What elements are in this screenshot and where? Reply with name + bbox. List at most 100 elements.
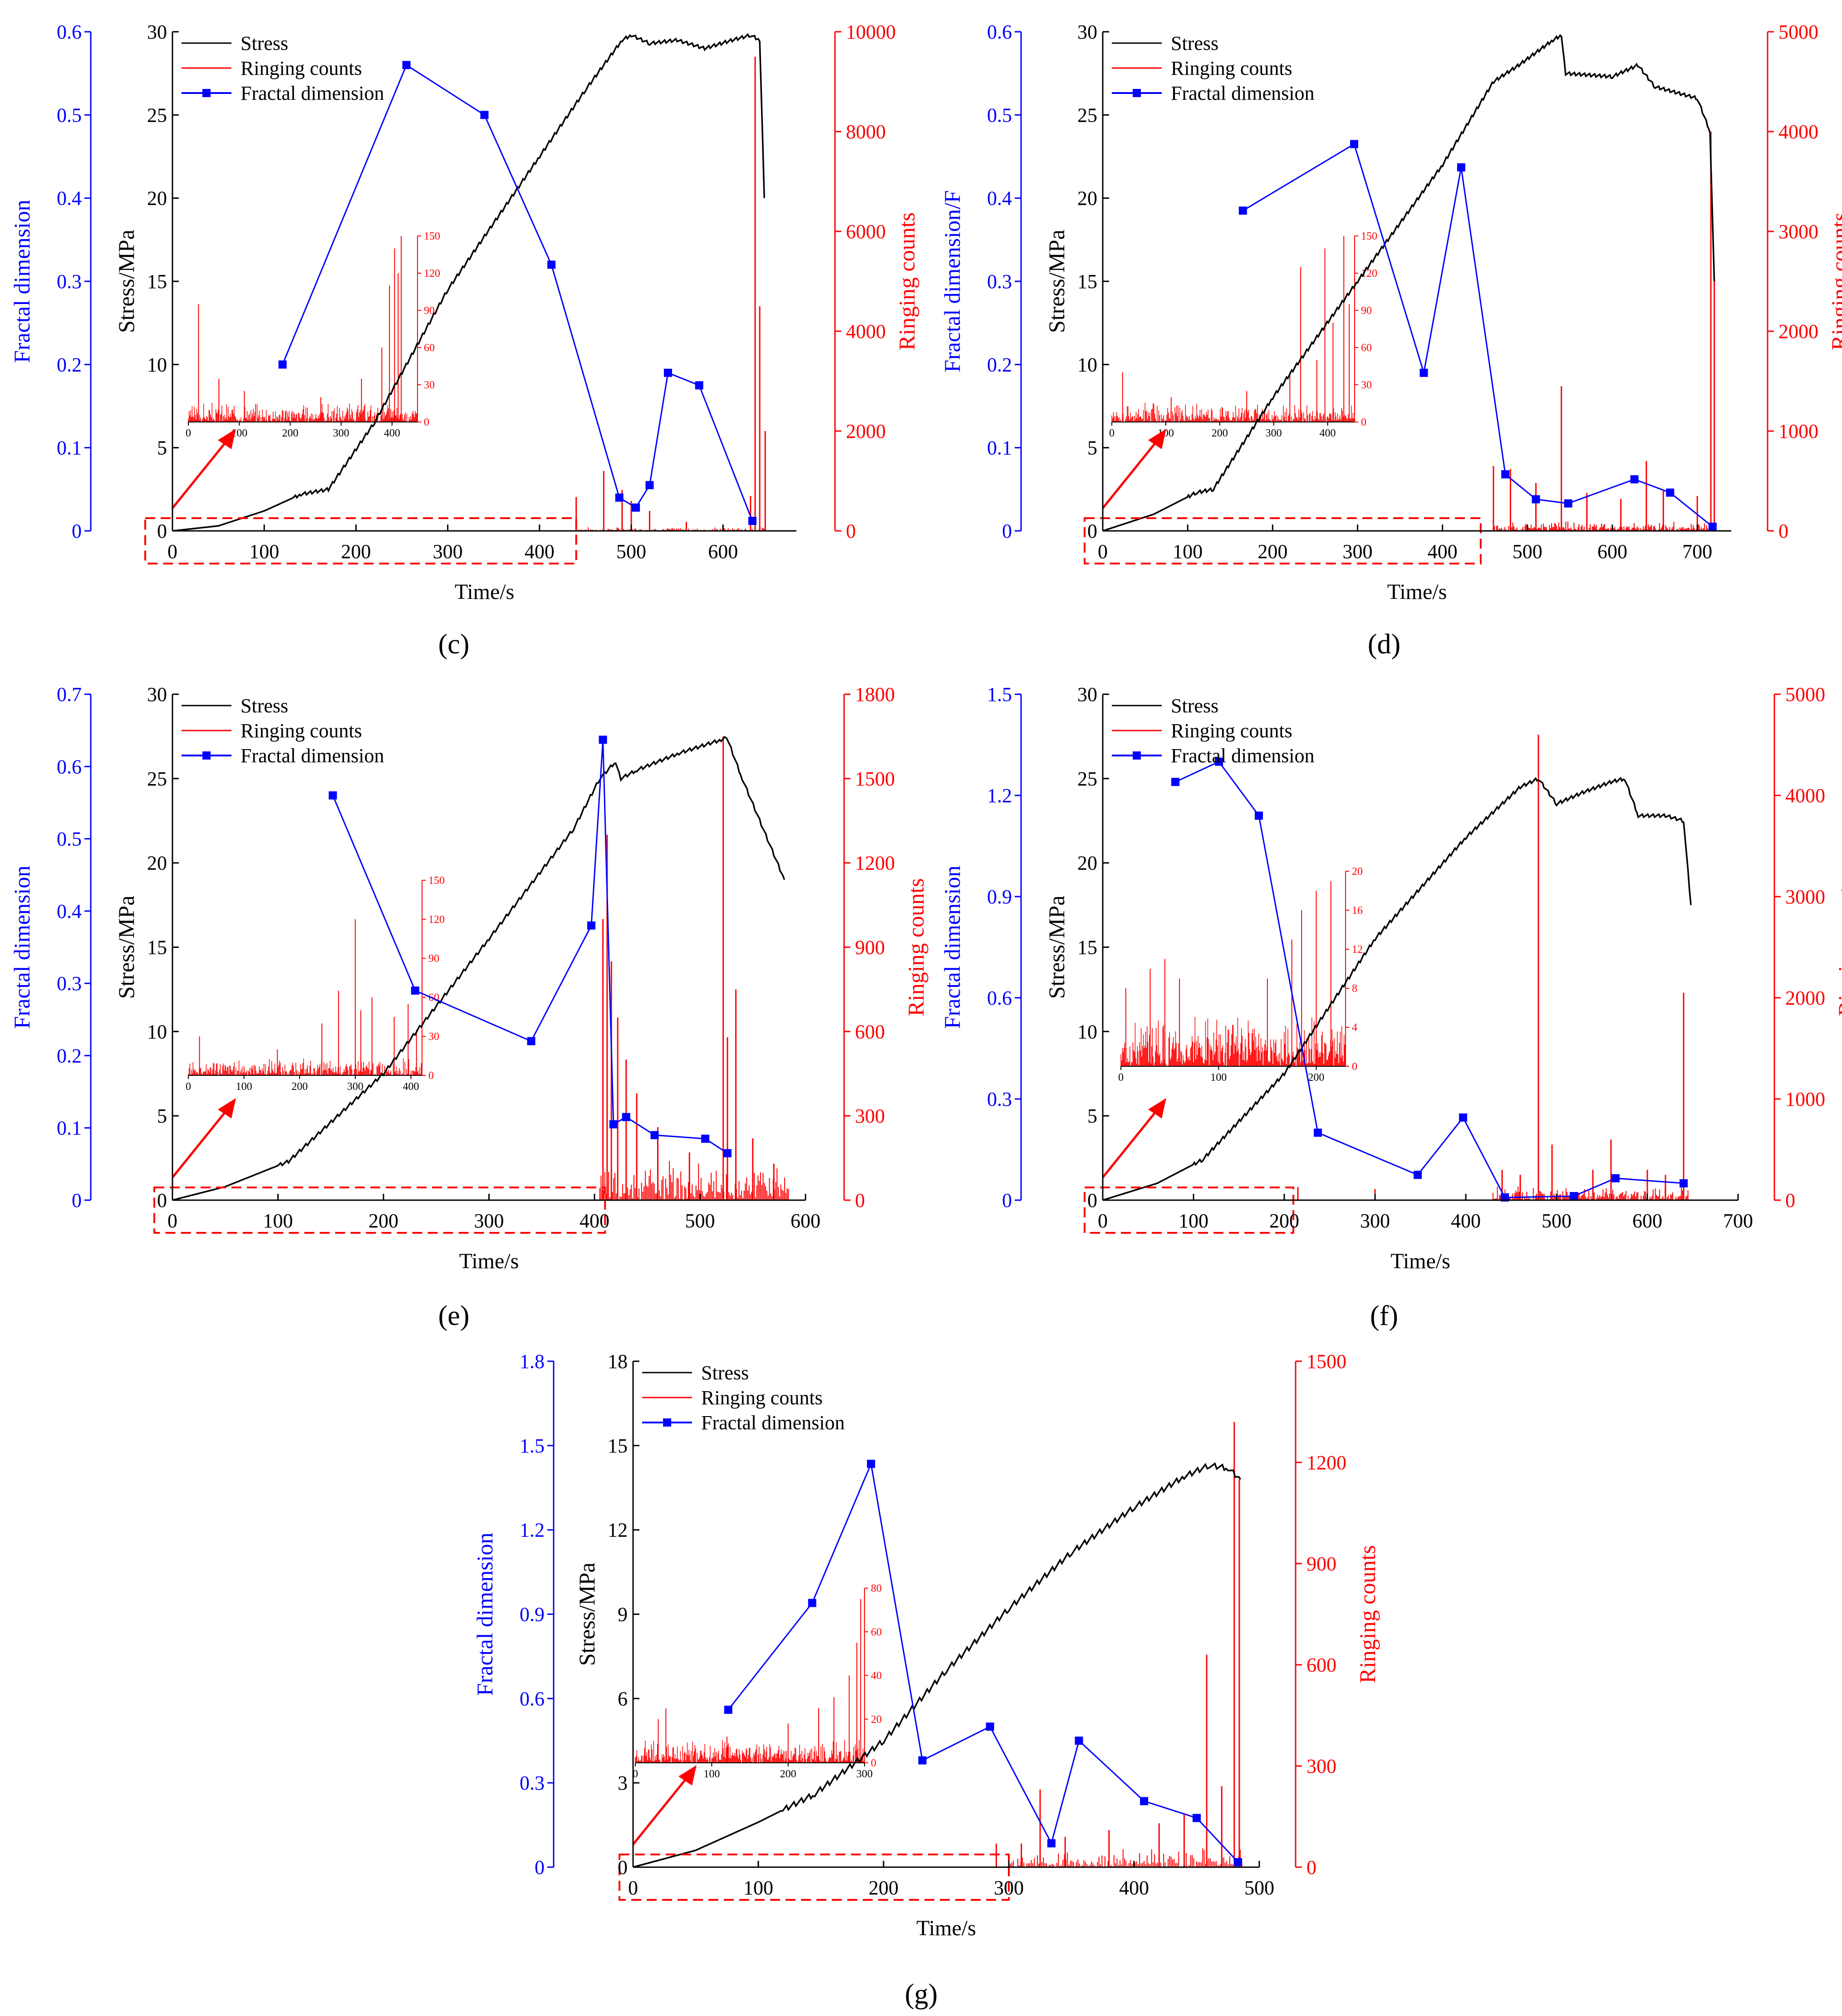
x-axis-title: Time/s [455, 580, 515, 604]
inset-y-tick-label: 30 [428, 1031, 439, 1043]
fractal-axis-title: Fractal dimension [472, 1533, 497, 1696]
x-axis-title: Time/s [916, 1916, 976, 1940]
ringing-tick-label: 0 [846, 520, 856, 542]
inset-y-tick-label: 0 [1361, 417, 1366, 428]
stress-tick-label: 10 [1077, 353, 1097, 376]
highlight-box [1084, 517, 1482, 564]
inset-y-tick-label: 16 [1352, 905, 1363, 917]
fractal-point [1140, 1797, 1149, 1805]
x-tick-label: 400 [580, 1210, 609, 1232]
stress-tick-label: 0 [618, 1856, 628, 1879]
inset-x-tick-label: 0 [186, 427, 191, 439]
fractal-tick-label: 1.2 [987, 785, 1012, 807]
x-tick-label: 600 [1632, 1210, 1662, 1232]
fractal-point [1171, 778, 1179, 786]
x-tick-label: 100 [1173, 540, 1203, 563]
stress-tick-label: 30 [147, 21, 167, 43]
inset-y-tick-label: 60 [1361, 342, 1372, 354]
fractal-axis-title: Fractal dimension [9, 866, 34, 1029]
fractal-tick-label: 0.3 [987, 270, 1012, 293]
ringing-tick-label: 0 [1785, 1189, 1795, 1212]
fractal-axis-title: Fractal dimension [9, 200, 34, 363]
inset-y-tick-label: 30 [424, 379, 435, 391]
fractal-point [1630, 475, 1639, 484]
inset-y-tick-label: 150 [424, 231, 440, 242]
x-tick-label: 100 [263, 1210, 293, 1232]
fractal-line [727, 1461, 1239, 1863]
inset-x-tick-label: 100 [236, 1081, 252, 1093]
inset-x-tick-label: 200 [282, 427, 298, 439]
fractal-tick-label: 0.2 [987, 353, 1012, 376]
x-tick-label: 300 [474, 1210, 504, 1232]
fractal-series [329, 736, 732, 1158]
stress-tick-label: 15 [147, 937, 167, 959]
highlight-box [619, 1854, 1010, 1901]
ringing-tick-label: 4000 [1785, 785, 1825, 807]
x-tick-label: 400 [1119, 1877, 1149, 1899]
inset-y-tick-label: 12 [1352, 944, 1363, 956]
fractal-point [808, 1599, 816, 1607]
stress-tick-label: 9 [618, 1604, 628, 1626]
stress-curve [633, 1462, 1242, 1868]
fractal-series [724, 1460, 1243, 1866]
fractal-point [1314, 1128, 1322, 1137]
panel-label-d: (d) [1368, 629, 1400, 660]
fractal-point [723, 1149, 732, 1158]
inset-x-tick-label: 200 [1212, 427, 1228, 439]
fractal-axis-title: Fractal dimension [939, 866, 965, 1029]
x-tick-label: 200 [1269, 1210, 1299, 1232]
ringing-tick-label: 600 [1307, 1654, 1336, 1676]
fractal-line [1243, 143, 1713, 527]
ringing-tick-label: 4000 [846, 320, 886, 343]
zoom-arrow-head [1148, 429, 1166, 449]
stress-tick-label: 15 [1077, 937, 1097, 959]
fractal-point [663, 368, 672, 377]
fractal-point [1075, 1736, 1083, 1745]
fractal-point [1680, 1179, 1688, 1187]
fractal-point [547, 260, 556, 269]
fractal-point [615, 493, 624, 502]
x-tick-label: 100 [1179, 1210, 1208, 1232]
ringing-tick-label: 5000 [1778, 21, 1818, 43]
fractal-tick-label: 0.9 [520, 1604, 545, 1626]
fractal-tick-label: 0.4 [57, 187, 82, 210]
stress-tick-label: 20 [147, 187, 167, 210]
fractal-point [1666, 488, 1675, 497]
legend-stress-label: Stress [701, 1362, 749, 1384]
fractal-tick-label: 0 [72, 1189, 82, 1212]
fractal-point [695, 381, 703, 390]
inset-y-tick-label: 4 [1352, 1022, 1357, 1034]
x-tick-label: 0 [628, 1877, 638, 1899]
stress-tick-label: 25 [147, 104, 167, 126]
fractal-point [1532, 495, 1540, 504]
zoom-arrow [1102, 437, 1160, 509]
inset-y-tick-label: 20 [871, 1714, 882, 1726]
zoom-arrow [172, 1106, 230, 1178]
x-axis-title: Time/s [459, 1249, 519, 1273]
ringing-tick-label: 3000 [1778, 221, 1818, 243]
ringing-axis-title: Ringing counts [1827, 212, 1842, 350]
fractal-tick-label: 0.1 [987, 437, 1012, 459]
inset-y-tick-label: 0 [428, 1070, 434, 1082]
stress-tick-label: 0 [1087, 520, 1097, 542]
stress-curve [1102, 776, 1692, 1201]
x-tick-label: 400 [1451, 1210, 1481, 1232]
legend-fractal-label: Fractal dimension [1171, 82, 1315, 104]
legend-stress-label: Stress [1171, 32, 1218, 54]
ringing-tick-label: 0 [855, 1189, 865, 1212]
inset-x-tick-label: 200 [1308, 1072, 1324, 1084]
inset-y-tick-label: 0 [424, 417, 429, 428]
fractal-point [867, 1460, 875, 1468]
fractal-point [278, 360, 287, 369]
legend: Stress Ringing counts Fractal dimension [182, 695, 384, 767]
fractal-tick-label: 0.7 [57, 683, 82, 706]
ringing-axis-title: Ringing counts [903, 878, 928, 1016]
fractal-point [1501, 470, 1510, 479]
legend-stress-label: Stress [241, 695, 288, 717]
ringing-tick-label: 1800 [855, 683, 895, 706]
fractal-tick-label: 0.5 [57, 104, 82, 126]
fractal-tick-label: 0.5 [987, 104, 1012, 126]
